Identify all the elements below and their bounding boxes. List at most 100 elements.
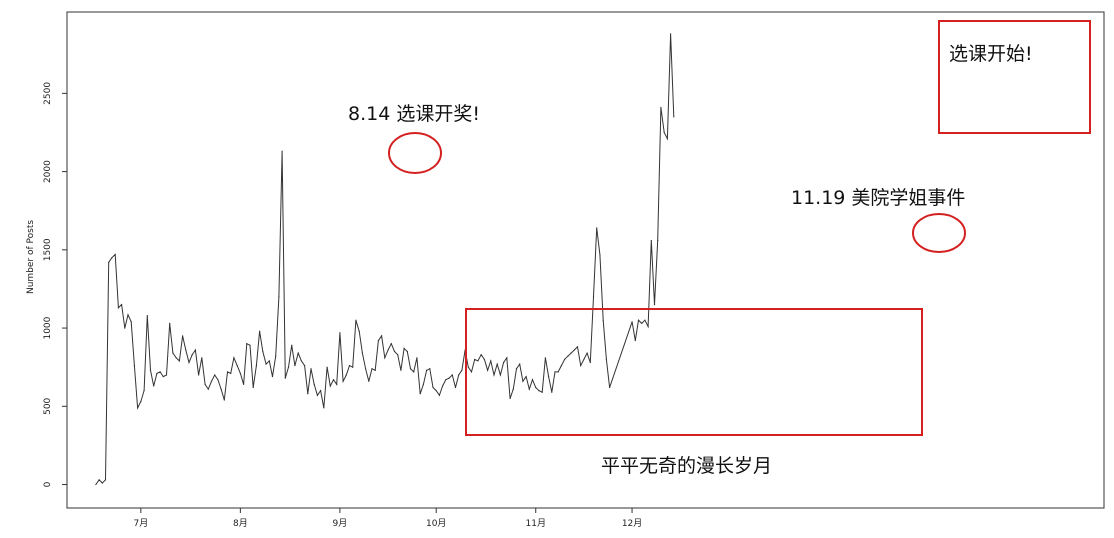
data-point <box>599 253 601 256</box>
data-point <box>287 366 290 368</box>
data-point <box>409 368 412 370</box>
data-point <box>653 303 656 306</box>
data-point <box>169 322 171 324</box>
data-point <box>432 386 434 389</box>
data-point <box>528 388 530 390</box>
data-point <box>259 330 261 332</box>
data-point <box>451 374 453 376</box>
data-point <box>114 253 116 256</box>
data-point <box>342 380 344 382</box>
data-point <box>580 365 582 367</box>
data-point <box>592 296 595 298</box>
data-point <box>483 358 485 360</box>
data-point <box>634 339 636 342</box>
data-point <box>438 394 441 396</box>
data-point <box>602 319 604 321</box>
data-point <box>413 371 415 373</box>
data-point <box>108 261 110 263</box>
data-point <box>236 365 238 367</box>
data-point <box>393 350 396 353</box>
data-point <box>371 368 373 370</box>
data-point <box>178 360 180 362</box>
data-point <box>442 385 444 387</box>
data-point <box>522 380 524 382</box>
data-point <box>596 227 598 229</box>
peak2-label: 11.19 美院学姐事件 <box>791 187 965 209</box>
data-point <box>217 379 219 381</box>
x-tick-label: 11月 <box>526 518 546 529</box>
data-point <box>220 388 222 390</box>
data-point <box>554 371 556 373</box>
data-point <box>191 354 193 356</box>
data-point <box>390 343 392 345</box>
data-point <box>175 357 177 359</box>
peak1-circle <box>388 132 442 174</box>
data-point <box>531 379 534 381</box>
data-point <box>310 368 312 370</box>
series-line <box>95 33 675 485</box>
data-point <box>666 138 668 140</box>
data-point <box>496 363 498 365</box>
data-point <box>403 347 405 350</box>
data-point <box>153 385 155 387</box>
data-point <box>111 257 113 259</box>
data-point <box>657 239 659 242</box>
data-point <box>303 365 306 367</box>
y-tick-label: 0 <box>43 481 53 487</box>
data-point <box>368 380 370 382</box>
data-point <box>297 352 299 354</box>
data-point <box>323 407 325 409</box>
data-point <box>647 325 649 328</box>
data-point <box>268 360 270 362</box>
x-tick-label: 9月 <box>333 518 348 529</box>
data-point <box>210 380 213 382</box>
data-point <box>162 375 164 378</box>
data-point <box>336 383 338 385</box>
plot-frame <box>66 11 1105 509</box>
data-point <box>246 343 248 345</box>
data-point <box>650 239 652 242</box>
data-point <box>477 360 479 362</box>
data-point <box>458 374 460 376</box>
data-points <box>95 33 675 486</box>
data-point <box>345 374 347 376</box>
y-tick-label: 2000 <box>43 160 53 183</box>
data-point <box>255 365 258 367</box>
data-point <box>557 371 559 373</box>
data-point <box>361 352 363 354</box>
data-point <box>172 352 174 354</box>
y-tick-label: 500 <box>43 397 53 414</box>
low-period-label: 平平无奇的漫长岁月 <box>601 455 772 477</box>
data-point <box>509 397 511 400</box>
data-point <box>275 355 277 357</box>
x-tick-label: 12月 <box>622 518 642 529</box>
y-tick-label: 1500 <box>43 238 53 261</box>
data-point <box>307 393 309 395</box>
data-point <box>470 371 473 373</box>
data-point <box>104 479 107 481</box>
data-point <box>397 354 399 356</box>
data-point <box>149 369 152 371</box>
data-point <box>384 357 386 359</box>
data-point <box>387 349 389 351</box>
data-point <box>544 357 546 359</box>
data-point <box>204 383 206 385</box>
data-point <box>605 358 607 360</box>
data-point <box>490 360 492 362</box>
data-point <box>567 355 569 357</box>
data-point <box>278 296 280 298</box>
data-point <box>406 350 408 353</box>
data-point <box>355 319 357 321</box>
data-point <box>120 303 123 306</box>
peak2-circle <box>912 213 966 253</box>
data-point <box>486 369 489 371</box>
data-point <box>506 357 508 359</box>
data-point <box>400 369 402 371</box>
data-point <box>332 379 335 381</box>
data-point <box>512 388 514 390</box>
data-point <box>419 393 421 395</box>
data-point <box>233 357 235 359</box>
data-point <box>637 319 640 321</box>
data-point <box>631 321 633 323</box>
data-point <box>461 369 463 371</box>
